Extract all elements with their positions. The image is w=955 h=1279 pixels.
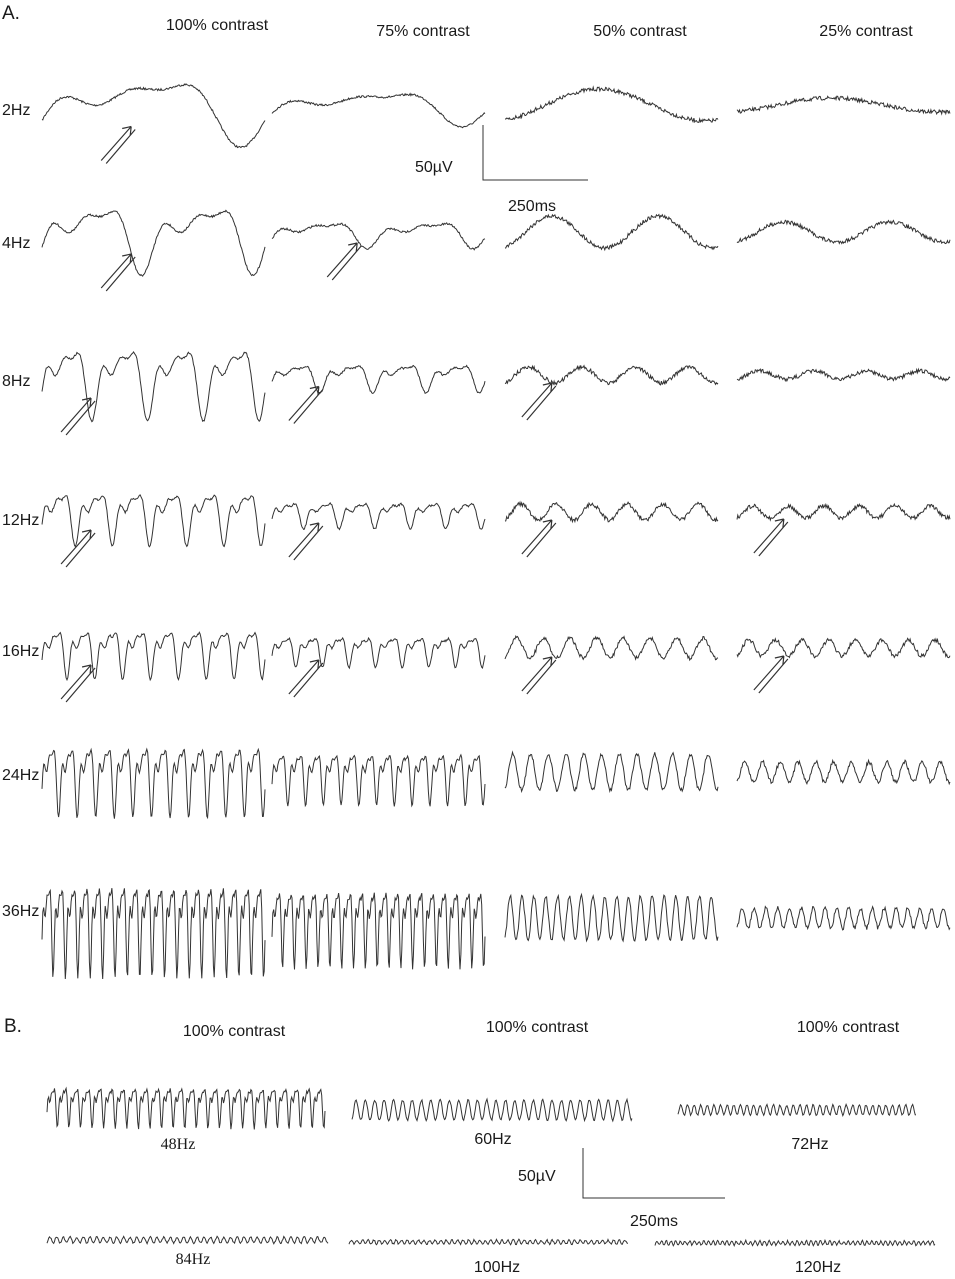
trace-16Hz-1 xyxy=(271,636,486,670)
trace-100hz xyxy=(348,1238,628,1246)
row-label-2hz: 2Hz xyxy=(2,102,31,119)
trace-8Hz-3 xyxy=(736,367,951,383)
row-label-12hz: 12Hz xyxy=(2,512,40,529)
arrow-icon xyxy=(100,253,136,292)
col-header-25: 25% contrast xyxy=(819,23,913,40)
arrow-icon xyxy=(288,522,324,561)
trace-12Hz-0 xyxy=(41,494,266,548)
b-col-header-3: 100% contrast xyxy=(796,1019,900,1036)
row-label-24hz: 24Hz xyxy=(2,767,40,784)
trace-36Hz-1 xyxy=(271,892,486,970)
trace-24Hz-1 xyxy=(271,753,486,808)
scale-bar-b xyxy=(582,1148,725,1199)
trace-4Hz-3 xyxy=(736,219,951,245)
trace-36Hz-3 xyxy=(736,905,951,931)
row-label-8hz: 8Hz xyxy=(2,373,31,390)
scale-time-a: 250ms xyxy=(508,198,557,215)
trace-84hz xyxy=(46,1235,329,1246)
arrow-icon xyxy=(60,664,96,703)
trace-120hz xyxy=(654,1238,936,1248)
b-label-120hz: 120Hz xyxy=(794,1259,842,1276)
scale-voltage-b: 50µV xyxy=(518,1168,556,1185)
arrow-icon xyxy=(100,125,136,164)
b-label-72hz: 72Hz xyxy=(791,1136,829,1153)
panel-b-label: B. xyxy=(4,1016,22,1037)
trace-16Hz-0 xyxy=(41,631,266,682)
row-label-4hz: 4Hz xyxy=(2,235,31,252)
b-col-header-2: 100% contrast xyxy=(485,1019,589,1036)
arrow-icon xyxy=(326,242,362,281)
b-label-100hz: 100Hz xyxy=(473,1259,521,1276)
trace-72hz xyxy=(677,1102,917,1117)
row-label-16hz: 16Hz xyxy=(2,643,40,660)
trace-4Hz-1 xyxy=(271,222,486,251)
trace-36Hz-0 xyxy=(41,888,266,980)
row-label-36hz: 36Hz xyxy=(2,903,40,920)
arrow-icon xyxy=(521,519,557,558)
arrow-icon xyxy=(521,382,557,421)
trace-60hz xyxy=(351,1097,633,1123)
col-header-75: 75% contrast xyxy=(376,23,470,40)
col-header-50: 50% contrast xyxy=(593,23,687,40)
arrow-icon xyxy=(60,529,96,568)
arrow-icon xyxy=(60,397,96,436)
trace-12Hz-2 xyxy=(504,500,719,524)
b-col-header-1: 100% contrast xyxy=(182,1023,286,1040)
trace-2Hz-0 xyxy=(41,83,266,149)
panel-a-label: A. xyxy=(2,3,20,24)
col-header-100: 100% contrast xyxy=(165,17,269,34)
trace-12Hz-1 xyxy=(271,502,486,531)
arrow-icon xyxy=(753,655,789,694)
trace-8Hz-0 xyxy=(41,350,266,423)
b-label-60hz: 60Hz xyxy=(474,1131,512,1148)
trace-2Hz-2 xyxy=(505,85,719,124)
scale-voltage-a: 50µV xyxy=(415,159,453,176)
arrow-icon xyxy=(753,518,789,557)
b-label-84hz: 84Hz xyxy=(175,1251,211,1268)
scale-time-b: 250ms xyxy=(630,1213,679,1230)
b-label-48hz: 48Hz xyxy=(160,1136,196,1153)
trace-8Hz-2 xyxy=(504,364,719,387)
arrow-icon xyxy=(521,656,557,695)
trace-16Hz-2 xyxy=(504,635,719,662)
trace-8Hz-1 xyxy=(271,364,486,395)
trace-2Hz-1 xyxy=(271,92,486,129)
trace-48hz xyxy=(46,1086,326,1130)
trace-4Hz-0 xyxy=(41,209,266,277)
scale-bar-a xyxy=(482,125,588,181)
trace-36Hz-2 xyxy=(504,892,719,943)
arrow-icon xyxy=(288,385,324,424)
trace-16Hz-3 xyxy=(736,637,951,659)
trace-24Hz-2 xyxy=(504,750,719,794)
trace-24Hz-3 xyxy=(736,758,951,786)
trace-4Hz-2 xyxy=(504,213,719,252)
trace-2Hz-3 xyxy=(736,95,951,116)
arrow-icon xyxy=(288,659,324,698)
trace-24Hz-0 xyxy=(41,747,266,820)
trace-12Hz-3 xyxy=(736,502,951,522)
